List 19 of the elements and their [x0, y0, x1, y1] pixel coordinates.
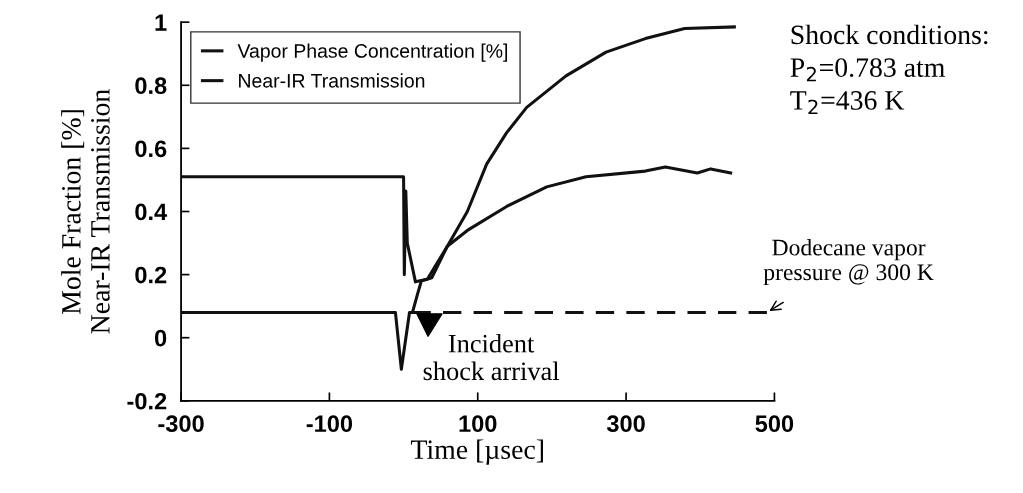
y-axis-title: Mole Fraction [%] Near-IR Transmission	[61, 89, 110, 334]
y-tick-label: 1	[155, 14, 167, 31]
y-tick-label: 0.6	[135, 140, 167, 158]
x-tick-label: 100	[459, 415, 497, 433]
x-tick-label: 300	[606, 415, 645, 433]
text: Shock conditions: P$_{2}$=0.783 atm T$_{2}$=436 K	[790, 24, 988, 115]
y-tick-label: 0.2	[135, 266, 167, 284]
legend-label: Vapor Phase Concentration [%]	[237, 43, 508, 62]
legend-label: Near-IR Transmission	[239, 73, 425, 88]
y-tick-label: 0.4	[135, 203, 168, 221]
x-tick-label: -300	[158, 415, 204, 433]
annotation: Incident shock arrival	[423, 334, 560, 381]
y-tick-label: 0.8	[135, 77, 167, 95]
annotation: Dodecane vapor pressure @ 300 K	[763, 238, 934, 286]
x-tick-label: -100	[306, 415, 353, 433]
x-axis-title: Time [µsec]	[410, 439, 543, 465]
y-tick-label: -0.2	[127, 392, 167, 410]
x-tick-label: 500	[755, 415, 794, 433]
y-tick-label: 0	[154, 329, 167, 347]
